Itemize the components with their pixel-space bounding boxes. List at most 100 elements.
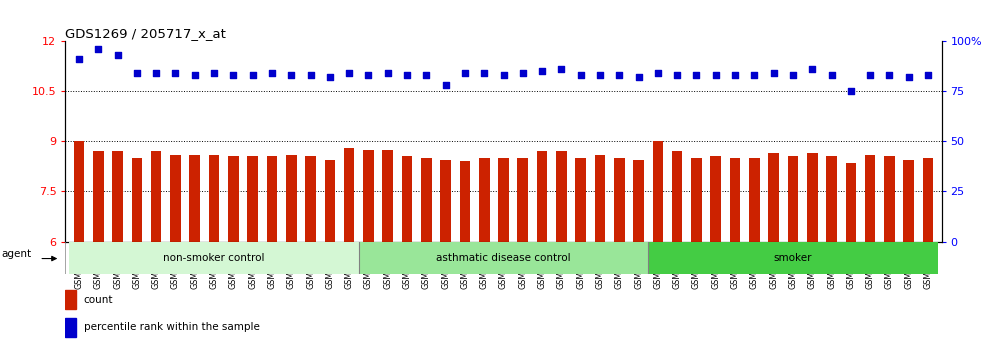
- Bar: [267, 156, 277, 241]
- Point: [746, 73, 762, 78]
- Bar: [324, 160, 335, 242]
- Bar: [672, 151, 683, 242]
- Bar: [364, 150, 374, 241]
- Point: [765, 71, 781, 76]
- Point: [322, 75, 338, 80]
- Bar: [228, 156, 239, 241]
- Point: [727, 73, 743, 78]
- Bar: [208, 155, 220, 242]
- Bar: [768, 153, 779, 242]
- Bar: [633, 160, 643, 242]
- Bar: [595, 155, 605, 242]
- Bar: [170, 155, 180, 242]
- Bar: [846, 163, 856, 242]
- Bar: [711, 156, 721, 241]
- Text: count: count: [84, 295, 113, 305]
- Bar: [749, 158, 759, 242]
- Point: [399, 73, 415, 78]
- Point: [438, 83, 454, 88]
- Point: [457, 71, 473, 76]
- Point: [708, 73, 724, 78]
- Point: [148, 71, 164, 76]
- Point: [341, 71, 357, 76]
- Point: [611, 73, 627, 78]
- Bar: [69, 241, 358, 274]
- Text: agent: agent: [1, 249, 31, 259]
- Point: [534, 69, 550, 74]
- Bar: [383, 150, 393, 241]
- Bar: [74, 141, 85, 242]
- Point: [418, 73, 434, 78]
- Point: [283, 73, 299, 78]
- Bar: [132, 158, 142, 242]
- Bar: [903, 160, 914, 242]
- Bar: [402, 156, 412, 241]
- Bar: [807, 153, 818, 242]
- Bar: [787, 156, 799, 241]
- Bar: [248, 156, 258, 241]
- Point: [167, 71, 183, 76]
- Point: [650, 71, 666, 76]
- Bar: [305, 156, 316, 241]
- Text: non-smoker control: non-smoker control: [163, 253, 265, 263]
- Point: [553, 67, 569, 72]
- Bar: [922, 158, 933, 242]
- Point: [592, 73, 608, 78]
- Bar: [653, 141, 664, 242]
- Point: [129, 71, 145, 76]
- Bar: [358, 241, 649, 274]
- Point: [70, 57, 87, 62]
- Bar: [691, 158, 702, 242]
- Bar: [518, 158, 528, 242]
- Point: [245, 73, 261, 78]
- Point: [226, 73, 242, 78]
- Bar: [189, 155, 200, 242]
- Point: [361, 73, 377, 78]
- Bar: [112, 151, 123, 242]
- Bar: [649, 241, 938, 274]
- Bar: [614, 158, 624, 242]
- Bar: [343, 148, 354, 242]
- Point: [805, 67, 821, 72]
- Bar: [479, 158, 489, 242]
- Bar: [459, 161, 470, 242]
- Text: GDS1269 / 205717_x_at: GDS1269 / 205717_x_at: [65, 27, 227, 40]
- Point: [920, 73, 937, 78]
- Point: [515, 71, 531, 76]
- Text: percentile rank within the sample: percentile rank within the sample: [84, 322, 260, 332]
- Point: [881, 73, 897, 78]
- Bar: [286, 155, 296, 242]
- Bar: [498, 158, 509, 242]
- Point: [206, 71, 223, 76]
- Bar: [65, 290, 76, 309]
- Bar: [827, 156, 837, 241]
- Point: [186, 73, 202, 78]
- Bar: [575, 158, 586, 242]
- Point: [630, 75, 646, 80]
- Bar: [865, 155, 875, 242]
- Point: [824, 73, 840, 78]
- Point: [495, 73, 512, 78]
- Bar: [537, 151, 548, 242]
- Point: [689, 73, 705, 78]
- Point: [573, 73, 589, 78]
- Bar: [556, 151, 567, 242]
- Point: [843, 89, 859, 94]
- Point: [669, 73, 685, 78]
- Bar: [93, 151, 104, 242]
- Bar: [730, 158, 740, 242]
- Text: smoker: smoker: [773, 253, 813, 263]
- Point: [784, 73, 801, 78]
- Bar: [151, 151, 161, 242]
- Point: [476, 71, 492, 76]
- Point: [302, 73, 318, 78]
- Bar: [421, 158, 432, 242]
- Point: [110, 53, 126, 58]
- Point: [380, 71, 396, 76]
- Bar: [884, 156, 895, 241]
- Bar: [65, 318, 76, 337]
- Text: asthmatic disease control: asthmatic disease control: [436, 253, 571, 263]
- Point: [264, 71, 280, 76]
- Point: [862, 73, 878, 78]
- Bar: [440, 160, 451, 242]
